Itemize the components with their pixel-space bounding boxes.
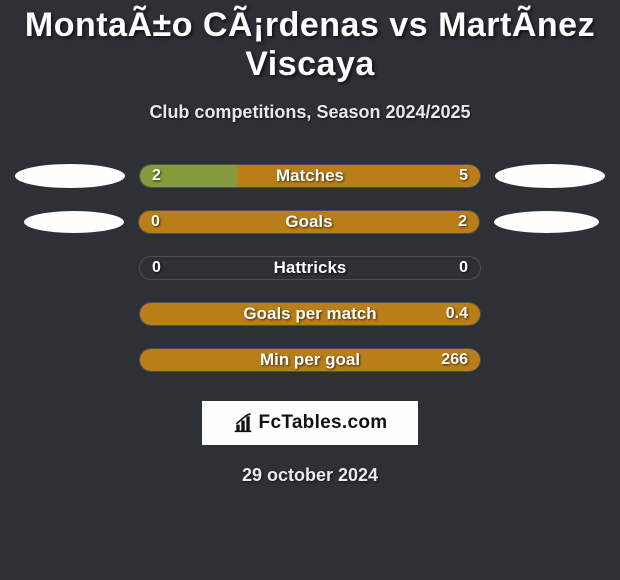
stat-label: Goals — [139, 211, 479, 233]
stat-row: Hattricks0 0 — [0, 245, 620, 291]
left-ellipse — [24, 211, 124, 233]
stat-row: Goals per match0.4 — [0, 291, 620, 337]
logo-box: FcTables.com — [202, 401, 418, 445]
stat-right-value: 5 — [459, 165, 468, 187]
right-ellipse — [495, 164, 605, 188]
stat-right-value: 2 — [458, 211, 467, 233]
stat-label: Hattricks — [140, 257, 480, 279]
stat-right-value: 0 — [459, 257, 468, 279]
bar-chart-icon — [233, 413, 253, 433]
page-title: MontaÃ±o CÃ¡rdenas vs MartÃ­nez Viscaya — [0, 0, 620, 84]
stat-left-value: 2 — [152, 165, 161, 187]
stat-bar: Hattricks0 0 — [139, 256, 481, 280]
logo-text: FcTables.com — [259, 412, 388, 434]
logo-inner: FcTables.com — [233, 412, 388, 434]
left-ellipse — [15, 164, 125, 188]
stat-bar: Min per goal266 — [139, 348, 481, 372]
stat-bar: Goals0 2 — [138, 210, 480, 234]
right-ellipse — [494, 211, 599, 233]
stat-bar: Matches2 5 — [139, 164, 481, 188]
stat-left-value: 0 — [152, 257, 161, 279]
date-line: 29 october 2024 — [0, 465, 620, 486]
stat-row: Min per goal266 — [0, 337, 620, 383]
stat-right-value: 0.4 — [446, 303, 468, 325]
stat-left-value: 0 — [151, 211, 160, 233]
stat-row: Goals0 2 — [0, 199, 620, 245]
stats-area: Matches25Goals02Hattricks00Goals per mat… — [0, 153, 620, 383]
stat-label: Matches — [140, 165, 480, 187]
stat-right-value: 266 — [441, 349, 468, 371]
stat-bar: Goals per match0.4 — [139, 302, 481, 326]
stat-label: Goals per match — [140, 303, 480, 325]
stat-label: Min per goal — [140, 349, 480, 371]
stat-row: Matches2 5 — [0, 153, 620, 199]
subtitle: Club competitions, Season 2024/2025 — [0, 102, 620, 123]
